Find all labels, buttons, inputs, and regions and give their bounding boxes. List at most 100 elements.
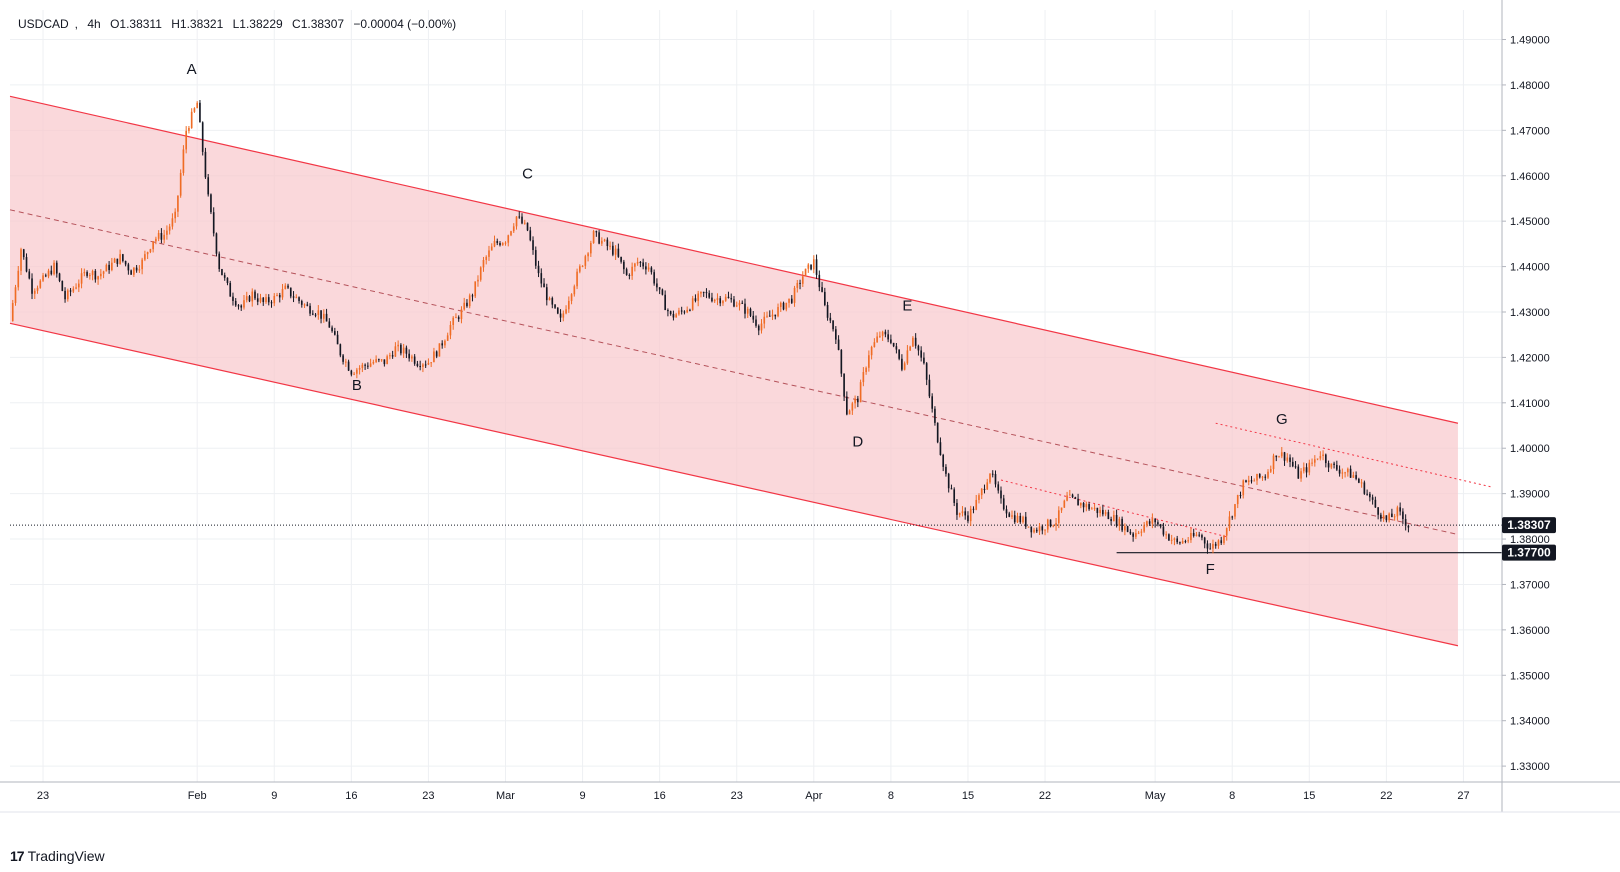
bear-candle xyxy=(835,329,837,340)
bull-candle xyxy=(1302,467,1305,472)
bull-candle xyxy=(868,355,870,368)
bear-candle xyxy=(127,264,130,271)
bull-candle xyxy=(1195,534,1198,536)
bear-candle xyxy=(1132,533,1134,537)
bear-candle xyxy=(1297,466,1300,479)
x-tick-label: Mar xyxy=(496,790,515,802)
bull-candle xyxy=(196,102,199,109)
bull-candle xyxy=(479,267,482,280)
bear-candle xyxy=(232,296,234,301)
bear-candle xyxy=(782,302,785,310)
bear-candle xyxy=(391,355,394,357)
bull-candle xyxy=(848,410,851,415)
bear-candle xyxy=(44,275,47,277)
bull-candle xyxy=(1118,518,1121,526)
bull-candle xyxy=(562,313,565,318)
y-tick-label: 1.46000 xyxy=(1510,171,1550,183)
bear-candle xyxy=(405,347,408,354)
bull-candle xyxy=(20,249,22,271)
wave-label-D: D xyxy=(852,434,863,451)
bull-candle xyxy=(1170,539,1173,541)
bull-candle xyxy=(909,346,911,351)
bull-candle xyxy=(157,233,160,239)
bear-candle xyxy=(336,334,339,345)
bull-candle xyxy=(1135,533,1137,537)
bear-candle xyxy=(755,319,757,326)
bear-candle xyxy=(1159,524,1162,527)
bull-candle xyxy=(980,488,983,496)
bear-candle xyxy=(248,296,251,302)
bear-candle xyxy=(967,515,969,522)
bear-candle xyxy=(936,422,939,443)
bear-candle xyxy=(413,356,416,364)
bull-candle xyxy=(854,398,856,404)
bear-candle xyxy=(270,302,273,304)
bull-candle xyxy=(369,363,372,367)
bull-candle xyxy=(1052,525,1055,527)
bear-candle xyxy=(116,258,119,264)
bear-candle xyxy=(617,248,620,257)
bear-candle xyxy=(339,344,342,356)
bear-candle xyxy=(950,488,953,490)
wave-label-E: E xyxy=(902,297,912,314)
bull-candle xyxy=(152,241,154,250)
bear-candle xyxy=(645,266,647,270)
bull-candle xyxy=(1190,532,1192,541)
bull-candle xyxy=(1212,543,1214,549)
bull-candle xyxy=(581,265,584,267)
bear-candle xyxy=(744,303,746,314)
bear-candle xyxy=(94,271,97,280)
bull-candle xyxy=(42,275,44,281)
bear-candle xyxy=(733,299,735,307)
bear-candle xyxy=(923,357,925,364)
bear-candle xyxy=(311,313,314,315)
bear-candle xyxy=(545,287,548,301)
support-price-badge-text: 1.37700 xyxy=(1507,546,1551,560)
bull-candle xyxy=(17,270,20,288)
bull-candle xyxy=(356,369,358,374)
bear-candle xyxy=(1121,518,1123,531)
bear-candle xyxy=(342,355,344,362)
bull-candle xyxy=(89,275,91,277)
bear-candle xyxy=(774,314,777,317)
bull-candle xyxy=(174,211,176,219)
bull-candle xyxy=(1322,454,1324,457)
bull-candle xyxy=(100,273,102,277)
bull-candle xyxy=(438,343,441,357)
bull-candle xyxy=(1261,476,1264,478)
bear-candle xyxy=(625,269,628,275)
bull-candle xyxy=(859,382,862,403)
bear-candle xyxy=(378,359,380,361)
bull-candle xyxy=(1033,529,1035,533)
bear-candle xyxy=(496,240,499,244)
bear-candle xyxy=(901,358,903,370)
bear-candle xyxy=(61,280,64,291)
bull-candle xyxy=(777,307,779,317)
x-tick-label: 16 xyxy=(654,790,666,802)
bear-candle xyxy=(694,298,697,301)
y-tick-label: 1.35000 xyxy=(1510,670,1550,682)
bull-candle xyxy=(1225,528,1228,536)
bull-candle xyxy=(372,361,375,364)
bull-candle xyxy=(1165,534,1167,536)
bear-candle xyxy=(832,320,834,330)
x-tick-label: 9 xyxy=(580,790,586,802)
bull-candle xyxy=(675,314,677,318)
bear-candle xyxy=(1019,515,1022,523)
bull-candle xyxy=(510,231,512,236)
bear-candle xyxy=(457,317,460,320)
bull-candle xyxy=(1137,532,1140,534)
bear-candle xyxy=(1385,515,1388,521)
bear-candle xyxy=(837,339,840,350)
tradingview-brand[interactable]: 17 TradingView xyxy=(10,848,105,864)
bear-candle xyxy=(1126,526,1129,532)
bear-candle xyxy=(1250,480,1253,482)
bear-candle xyxy=(920,350,922,358)
legend-close: C1.38307 xyxy=(292,17,345,31)
bull-candle xyxy=(163,234,165,240)
bull-candle xyxy=(477,279,479,282)
y-tick-label: 1.33000 xyxy=(1510,761,1550,773)
bear-candle xyxy=(466,302,468,307)
bull-candle xyxy=(474,281,477,297)
